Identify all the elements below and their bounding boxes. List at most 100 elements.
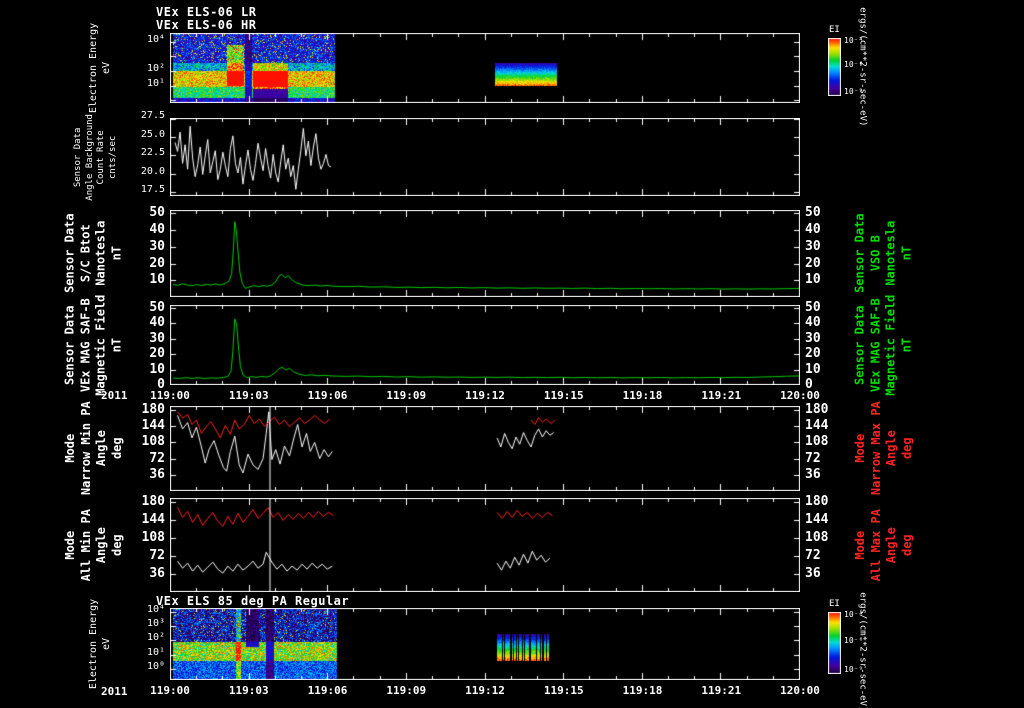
y-tick-label-10⁰: 10⁰ — [146, 660, 165, 672]
colorbar-tick-label-10⁻⁶: 10⁻⁶ — [844, 635, 864, 645]
y-tick-label-right-144: 144 — [805, 418, 829, 434]
x-tick-label-119:06: 119:06 — [307, 389, 348, 402]
y-tick-label-0: 0 — [157, 377, 165, 392]
x-tick-label-119:03: 119:03 — [228, 684, 269, 697]
x-axis-year-top: 2011 — [101, 389, 128, 402]
y-tick-label-right-40: 40 — [805, 222, 821, 238]
y-tick-label-right-36: 36 — [805, 566, 821, 582]
all-pa-canvas — [170, 498, 800, 592]
x-tick-label-119:15: 119:15 — [543, 684, 584, 697]
x-tick-label-119:18: 119:18 — [622, 684, 663, 697]
y-tick-label-10²: 10² — [146, 632, 165, 644]
y-tick-label-right-180: 180 — [805, 494, 829, 510]
y-tick-label-10⁴: 10⁴ — [146, 604, 165, 616]
y-tick-label-20: 20 — [149, 346, 165, 362]
y-tick-label-right-10: 10 — [805, 272, 821, 288]
y-tick-label-10¹: 10¹ — [146, 77, 165, 89]
y-tick-label-right-0: 0 — [805, 377, 813, 392]
sc-btot-canvas — [170, 210, 800, 297]
y-tick-label-right-50: 50 — [805, 300, 821, 316]
right-label-all-max-pa: Mode All Max PA Angle deg — [852, 508, 914, 582]
y-tick-label-10: 10 — [149, 272, 165, 288]
x-tick-label-119:21: 119:21 — [701, 389, 742, 402]
colorbar-tick-label-10⁻⁹: 10⁻⁹ — [844, 665, 864, 675]
colorbar-title-top: EI — [829, 25, 840, 35]
y-tick-label-72: 72 — [149, 548, 165, 564]
right-label-narrow-max-pa: Mode Narrow Max PA Angle deg — [852, 401, 914, 495]
panel-title-els06-hr: VEx ELS-06 HR — [156, 18, 257, 32]
x-tick-label-119:06: 119:06 — [307, 684, 348, 697]
y-tick-label-right-20: 20 — [805, 346, 821, 362]
right-label-vso-b: Sensor Data VSO B Nanotesla nT — [852, 213, 914, 293]
colorbar-tick-label-10⁻⁴: 10⁻⁴ — [844, 609, 864, 619]
y-tick-label-right-72: 72 — [805, 450, 821, 466]
y-tick-label-right-108: 108 — [805, 530, 829, 546]
y-tick-label-50: 50 — [149, 300, 165, 316]
y-tick-label-10⁴: 10⁴ — [146, 33, 165, 45]
y-tick-label-180: 180 — [141, 402, 165, 418]
colorbar-tick-label-10⁻⁴: 10⁻⁴ — [844, 35, 864, 45]
y-tick-label-20: 20 — [149, 255, 165, 271]
y-tick-label-50: 50 — [149, 205, 165, 221]
y-tick-label-right-72: 72 — [805, 548, 821, 564]
x-tick-label-119:03: 119:03 — [228, 389, 269, 402]
colorbar-tick-label-10⁻⁶: 10⁻⁶ — [844, 60, 864, 70]
y-tick-label-right-144: 144 — [805, 512, 829, 528]
y-tick-label-144: 144 — [141, 512, 165, 528]
y-tick-label-right-180: 180 — [805, 402, 829, 418]
x-tick-label-119:15: 119:15 — [543, 389, 584, 402]
y-tick-label-22.5: 22.5 — [140, 147, 165, 159]
x-tick-label-119:21: 119:21 — [701, 684, 742, 697]
y-tick-label-right-30: 30 — [805, 330, 821, 346]
y-tick-label-right-50: 50 — [805, 205, 821, 221]
x-tick-label-119:00: 119:00 — [150, 684, 190, 697]
y-tick-label-40: 40 — [149, 315, 165, 331]
y-tick-label-10²: 10² — [146, 62, 165, 74]
y-tick-label-36: 36 — [149, 466, 165, 482]
mag-safb-canvas — [170, 305, 800, 385]
flux-colorbar-top — [828, 38, 841, 96]
y-tick-label-72: 72 — [149, 450, 165, 466]
x-axis-year-bottom: 2011 — [101, 685, 128, 698]
y-tick-label-25.0: 25.0 — [140, 128, 165, 140]
x-tick-label-119:09: 119:09 — [386, 684, 427, 697]
x-tick-label-119:12: 119:12 — [465, 684, 505, 697]
y-tick-label-10: 10 — [149, 361, 165, 377]
colorbar-title-bottom: EI — [829, 599, 840, 609]
right-label-mag-safb: Sensor Data VEx MAG SAF-B Magnetic Field… — [852, 294, 914, 396]
y-tick-label-10¹: 10¹ — [146, 646, 165, 658]
background-count-canvas — [170, 118, 800, 196]
y-tick-label-10³: 10³ — [146, 618, 165, 630]
y-tick-label-30: 30 — [149, 238, 165, 254]
x-tick-label-119:12: 119:12 — [465, 389, 505, 402]
colorbar-tick-label-10⁻⁹: 10⁻⁹ — [844, 87, 864, 97]
y-tick-label-108: 108 — [141, 530, 165, 546]
panel-title-els06-lr: VEx ELS-06 LR — [156, 5, 257, 19]
y-tick-label-144: 144 — [141, 418, 165, 434]
y-tick-label-30: 30 — [149, 330, 165, 346]
y-tick-label-17.5: 17.5 — [140, 184, 165, 196]
y-tick-label-right-10: 10 — [805, 361, 821, 377]
x-tick-label-120:00: 120:00 — [780, 684, 820, 697]
narrow-pa-canvas — [170, 406, 800, 491]
x-tick-label-120:00: 120:00 — [780, 389, 820, 402]
y-tick-label-20.0: 20.0 — [140, 165, 165, 177]
y-tick-label-right-40: 40 — [805, 315, 821, 331]
y-tick-label-180: 180 — [141, 494, 165, 510]
x-tick-label-119:00: 119:00 — [150, 389, 190, 402]
flux-colorbar-bottom — [828, 612, 841, 674]
x-tick-label-119:18: 119:18 — [622, 389, 663, 402]
panel-title-els85: VEx ELS 85 deg PA Regular — [156, 594, 350, 608]
y-tick-label-right-36: 36 — [805, 466, 821, 482]
x-tick-label-119:09: 119:09 — [386, 389, 427, 402]
y-tick-label-36: 36 — [149, 566, 165, 582]
y-tick-label-right-108: 108 — [805, 434, 829, 450]
els06-spectrogram-canvas — [170, 33, 800, 103]
y-tick-label-40: 40 — [149, 222, 165, 238]
y-tick-label-right-20: 20 — [805, 255, 821, 271]
y-tick-label-27.5: 27.5 — [140, 110, 165, 121]
els85-spectrogram-canvas — [170, 608, 800, 680]
y-tick-label-right-30: 30 — [805, 238, 821, 254]
y-tick-label-108: 108 — [141, 434, 165, 450]
